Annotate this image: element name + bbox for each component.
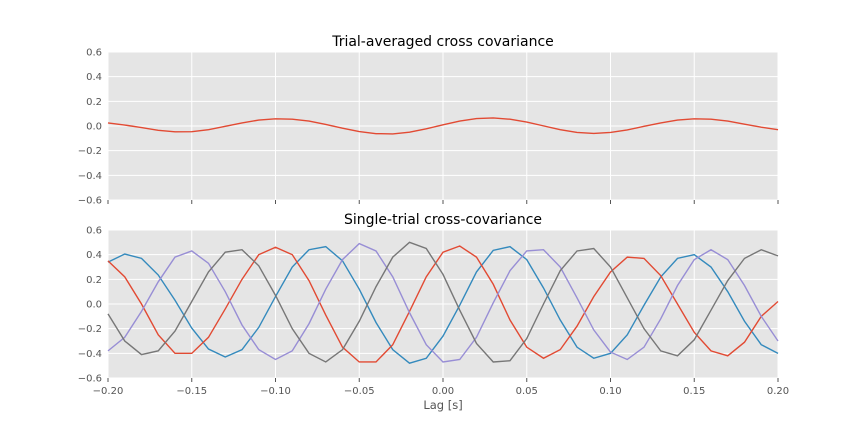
top-grid [107,51,779,201]
x-tick-label: 0.20 [767,386,789,397]
y-tick-label: −0.4 [78,171,102,182]
y-tick-label: 0.0 [86,300,102,311]
y-tick-label: 0.2 [86,275,102,286]
y-tick-label: −0.2 [78,324,102,335]
series-line-2 [107,245,779,363]
y-tick-label: 0.6 [86,48,102,59]
x-tick-label: 0.15 [683,386,705,397]
top-panel: 0.6 0.4 0.2 0.0 −0.2 −0.4 −0.6 Trial-averaged … [78,34,779,207]
y-tick-label: 0.2 [86,97,102,108]
top-chart-title: Trial-averaged cross covariance [331,34,554,50]
bottom-y-ticks: 0.6 0.4 0.2 0.0 −0.2 −0.4 −0.6 [78,226,102,385]
x-tick-label: −0.10 [260,386,291,397]
top-y-ticks: 0.6 0.4 0.2 0.0 −0.2 −0.4 −0.6 [78,48,102,207]
top-x-tick-marks [107,200,779,204]
bottom-x-ticks: −0.20 −0.15 −0.10 −0.05 0.00 0.05 0.10 0.15 0.20 [93,378,789,397]
y-tick-label: −0.4 [78,349,102,360]
x-tick-label: 0.05 [516,386,538,397]
series-line-3 [107,242,779,363]
y-tick-label: 0.4 [86,250,102,261]
y-tick-label: 0.0 [86,122,102,133]
top-series-lines [107,117,779,135]
y-tick-label: 0.4 [86,72,102,83]
y-tick-label: −0.2 [78,146,102,157]
y-tick-label: −0.6 [78,374,102,385]
x-tick-label: 0.00 [432,386,454,397]
x-tick-label: −0.20 [93,386,124,397]
bottom-chart-title: Single-trial cross-covariance [344,212,542,228]
y-tick-label: −0.6 [78,196,102,207]
series-line-4 [107,241,779,363]
bottom-panel: 0.6 0.4 0.2 0.0 −0.2 −0.4 −0.6 −0.20 −0.15 −0.10… [78,212,789,412]
x-tick-label: −0.15 [176,386,207,397]
x-tick-label: 0.10 [599,386,621,397]
x-axis-label: Lag [s] [423,398,462,412]
x-tick-label: −0.05 [344,386,375,397]
y-tick-label: 0.6 [86,226,102,237]
series-line-1 [107,117,779,135]
bottom-series-lines [107,241,779,364]
series-line-1 [107,245,779,364]
